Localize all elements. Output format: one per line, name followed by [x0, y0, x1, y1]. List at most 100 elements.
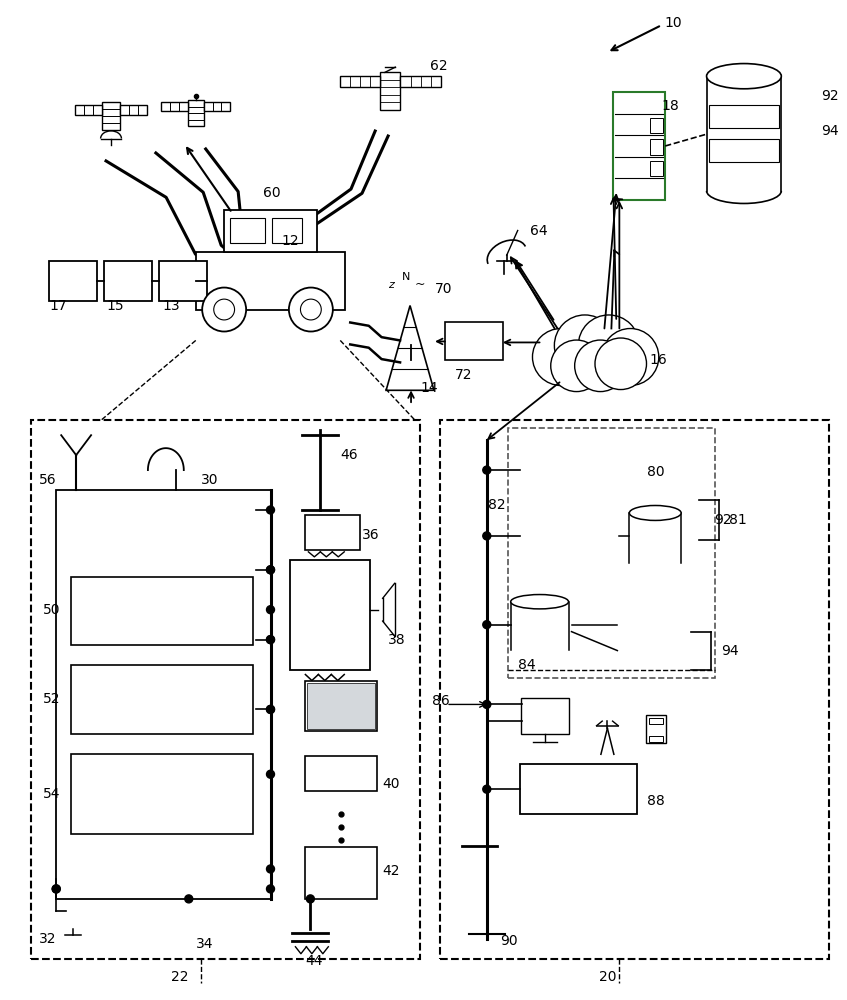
Text: 94: 94: [821, 124, 839, 138]
Text: 52: 52: [43, 692, 61, 706]
Text: 30: 30: [201, 473, 219, 487]
Bar: [161, 102, 188, 111]
Circle shape: [267, 865, 274, 873]
Bar: [709, 105, 779, 128]
Bar: [306, 515, 360, 550]
Text: 40: 40: [382, 777, 400, 791]
Bar: [71, 754, 252, 834]
Text: 70: 70: [435, 282, 452, 296]
Circle shape: [267, 506, 274, 514]
Text: 12: 12: [281, 234, 299, 248]
Circle shape: [267, 705, 274, 713]
Text: 15: 15: [106, 299, 124, 313]
Bar: [203, 102, 230, 111]
Text: 22: 22: [171, 970, 188, 984]
Bar: [523, 530, 568, 544]
Bar: [650, 139, 663, 155]
Bar: [306, 681, 377, 731]
Bar: [379, 72, 401, 110]
Bar: [571, 514, 617, 528]
Bar: [71, 665, 252, 734]
Circle shape: [483, 466, 490, 474]
Circle shape: [579, 315, 639, 376]
Text: 92: 92: [714, 513, 732, 527]
Text: 18: 18: [662, 99, 679, 113]
Text: 32: 32: [39, 932, 57, 946]
Circle shape: [213, 299, 235, 320]
Bar: [71, 577, 252, 645]
Text: N: N: [402, 272, 411, 282]
Circle shape: [53, 885, 60, 893]
Circle shape: [267, 566, 274, 574]
Text: 90: 90: [500, 934, 518, 948]
Text: ~: ~: [415, 278, 425, 291]
Bar: [273, 218, 302, 243]
Circle shape: [267, 566, 274, 574]
Text: 92: 92: [821, 89, 839, 103]
Text: 14: 14: [420, 381, 438, 395]
Text: 82: 82: [488, 498, 506, 512]
Bar: [188, 100, 203, 126]
Ellipse shape: [67, 899, 79, 923]
Circle shape: [176, 911, 202, 937]
Bar: [523, 546, 568, 560]
Text: 16: 16: [650, 353, 667, 367]
Circle shape: [267, 606, 274, 614]
Bar: [306, 847, 377, 899]
Bar: [307, 683, 375, 729]
Text: 56: 56: [39, 473, 57, 487]
Text: 62: 62: [430, 59, 447, 73]
Circle shape: [551, 340, 602, 392]
Circle shape: [483, 785, 490, 793]
Bar: [119, 105, 147, 115]
Text: 80: 80: [647, 465, 665, 479]
Circle shape: [483, 532, 490, 540]
Ellipse shape: [629, 505, 681, 520]
Bar: [401, 76, 440, 87]
Circle shape: [307, 895, 314, 903]
Bar: [571, 546, 617, 560]
Bar: [520, 440, 637, 500]
Text: 64: 64: [529, 224, 547, 238]
Circle shape: [267, 705, 274, 713]
Bar: [102, 102, 119, 130]
Bar: [291, 560, 370, 670]
Ellipse shape: [706, 64, 781, 89]
Bar: [49, 261, 97, 301]
Bar: [445, 322, 503, 360]
Bar: [650, 161, 663, 176]
Bar: [613, 92, 665, 200]
Text: 13: 13: [163, 299, 180, 313]
Circle shape: [165, 900, 213, 948]
Circle shape: [202, 288, 246, 332]
Circle shape: [533, 329, 590, 385]
Circle shape: [602, 329, 659, 385]
Bar: [571, 530, 617, 544]
Text: 36: 36: [363, 528, 379, 542]
Circle shape: [483, 621, 490, 629]
Circle shape: [267, 636, 274, 644]
Circle shape: [555, 315, 616, 376]
Text: 94: 94: [721, 644, 739, 658]
Text: 54: 54: [43, 787, 61, 801]
Circle shape: [483, 700, 490, 708]
Circle shape: [267, 636, 274, 644]
Bar: [31, 420, 420, 959]
Bar: [523, 514, 568, 528]
Circle shape: [574, 340, 626, 392]
Bar: [650, 736, 663, 742]
Bar: [617, 640, 689, 670]
Bar: [75, 105, 102, 115]
Bar: [520, 507, 619, 565]
Bar: [440, 420, 828, 959]
Text: 42: 42: [382, 864, 400, 878]
Circle shape: [289, 288, 333, 332]
Text: 60: 60: [263, 186, 280, 200]
Bar: [709, 139, 779, 162]
Text: 50: 50: [43, 603, 61, 617]
Ellipse shape: [511, 595, 568, 609]
Bar: [196, 252, 346, 310]
Bar: [56, 490, 270, 899]
Bar: [650, 118, 663, 133]
Circle shape: [267, 770, 274, 778]
